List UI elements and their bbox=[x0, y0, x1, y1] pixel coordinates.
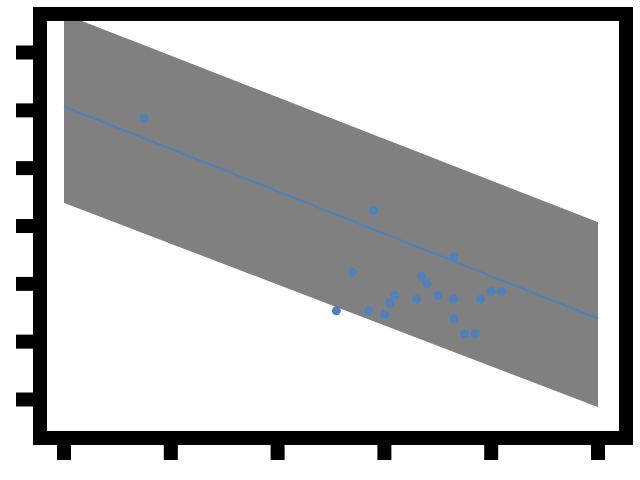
data-point bbox=[348, 268, 357, 277]
data-point bbox=[471, 329, 480, 338]
data-point bbox=[449, 314, 458, 323]
data-point bbox=[433, 291, 442, 300]
data-point bbox=[332, 306, 341, 315]
data-point bbox=[497, 287, 506, 296]
data-point bbox=[460, 329, 469, 338]
data-point bbox=[449, 295, 458, 304]
data-point bbox=[140, 114, 149, 123]
data-point bbox=[380, 310, 389, 319]
data-point bbox=[364, 306, 373, 315]
data-point bbox=[385, 299, 394, 308]
data-point bbox=[449, 252, 458, 261]
data-point bbox=[391, 291, 400, 300]
data-point bbox=[423, 279, 432, 288]
data-point bbox=[417, 272, 426, 281]
data-point bbox=[487, 287, 496, 296]
data-point bbox=[476, 295, 485, 304]
data-point bbox=[369, 206, 378, 215]
data-point bbox=[412, 295, 421, 304]
